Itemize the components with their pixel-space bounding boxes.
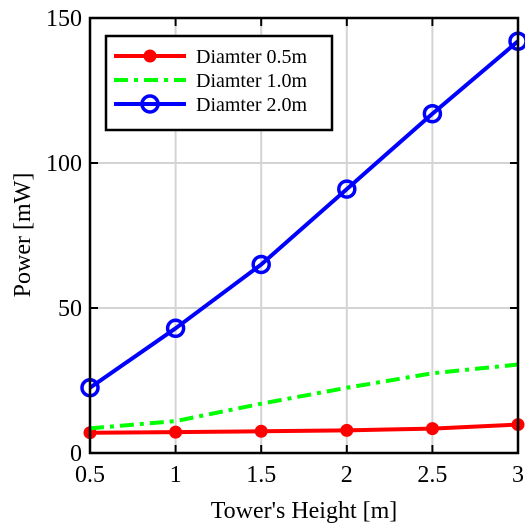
- plot-frame: [88, 16, 520, 455]
- legend-box: [104, 34, 334, 132]
- y-tick-label: 150: [46, 6, 82, 32]
- data-point: [422, 103, 443, 124]
- y-tick-label: 0: [70, 441, 82, 467]
- x-tick-label: 1: [170, 462, 182, 488]
- x-tick-label: 2.5: [417, 462, 447, 488]
- data-point: [337, 179, 357, 199]
- series-group: [80, 31, 525, 440]
- data-point: [340, 423, 354, 437]
- series-line: [89, 362, 519, 431]
- legend-swatch-marker: [140, 94, 160, 114]
- data-point: [169, 425, 183, 439]
- axis-ticks: 0.5 1 1.5 2 2.5 3 0 50 100 150: [46, 6, 524, 488]
- legend-label: Diamter 0.5m: [196, 46, 308, 68]
- y-tick-label: 100: [46, 151, 82, 177]
- data-point: [251, 254, 271, 275]
- data-point: [254, 424, 268, 438]
- x-tick-label: 3: [512, 462, 524, 488]
- y-tick-label: 50: [58, 296, 82, 322]
- legend-entry: Diamter 2.0m: [114, 94, 308, 116]
- data-point: [425, 422, 439, 436]
- x-tick-label: 1.5: [246, 462, 276, 488]
- legend-entry: Diamter 0.5m: [114, 46, 308, 68]
- series-line: [88, 39, 520, 390]
- x-tick-label: 2: [341, 462, 353, 488]
- x-tick-label: 0.5: [75, 462, 105, 488]
- data-point: [165, 318, 186, 339]
- y-axis-label: Power [mW]: [10, 173, 36, 298]
- legend-label: Diamter 2.0m: [196, 94, 308, 116]
- legend-entry: Diamter 1.0m: [114, 70, 308, 92]
- legend-label: Diamter 1.0m: [196, 70, 308, 92]
- series-line: [89, 422, 519, 435]
- x-axis-label: Tower's Height [m]: [211, 498, 398, 524]
- series-1: [83, 418, 525, 440]
- legend-swatch-marker: [143, 49, 157, 63]
- series-2: [89, 362, 519, 431]
